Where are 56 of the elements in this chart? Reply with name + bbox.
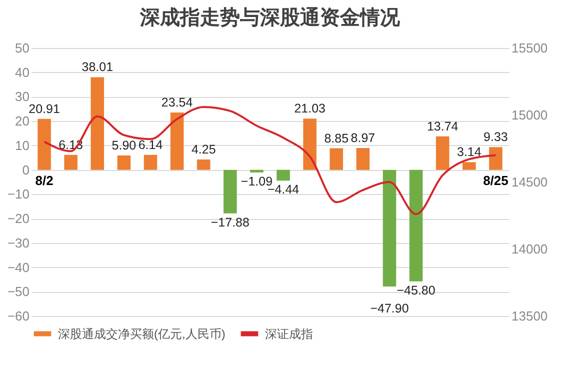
y2-tick-label: 14500 [512,174,548,190]
y2-tick-label: 13500 [512,308,548,324]
data-label: 13.74 [426,119,458,134]
y2-tick-label: 15500 [512,40,548,56]
bar [170,112,184,170]
y-tick-label: −20 [7,211,30,226]
y-tick-label: −60 [7,308,30,324]
y2-tick-label: 15000 [512,108,548,122]
y-tick-label: 30 [15,89,30,104]
data-label: 20.91 [28,102,60,116]
data-label: 23.54 [161,95,193,110]
legend-label: 深股通成交净买额(亿元,人民币) [58,326,226,341]
y-tick-label: −10 [7,186,30,202]
bar [90,77,104,170]
legend-label: 深证成指 [265,326,313,341]
bar [276,170,290,181]
bar [144,154,158,170]
bar [117,155,131,170]
data-label: 38.01 [82,60,114,74]
y-tick-label: −50 [7,284,30,300]
bar [303,118,316,170]
data-label: −47.90 [370,302,409,316]
y-tick-label: 0 [22,162,30,178]
bar [489,147,502,170]
data-label: 4.25 [191,142,216,156]
data-label: 6.14 [138,138,163,152]
y-tick-label: 50 [15,40,30,56]
bar [224,170,237,214]
bar [409,170,423,282]
bar [382,170,396,287]
x-tick-label: 8/2 [35,172,54,188]
data-label: −1.09 [240,174,273,188]
data-label: 9.33 [484,130,508,144]
data-label: 5.90 [112,138,136,152]
bar [64,154,78,170]
y-tick-label: 10 [15,138,30,153]
y2-tick-label: 14000 [512,242,548,256]
chart-title: 深成指走势与深股通资金情况 [139,6,401,29]
y-tick-label: 20 [15,114,30,129]
y-tick-label: −40 [7,260,30,275]
bar [462,162,476,170]
data-label: 21.03 [294,102,326,116]
bar [356,148,370,170]
data-label: −45.80 [396,283,436,298]
bar [250,170,264,172]
data-label: −17.88 [210,215,250,230]
bar [196,159,210,170]
x-tick-label: 8/25 [483,172,508,188]
data-label: 8.97 [350,130,376,145]
bar [436,136,450,170]
data-label: 8.85 [324,131,349,146]
data-label: 3.14 [456,145,482,160]
y-tick-label: −30 [7,235,30,250]
y-tick-label: 40 [15,64,30,80]
bar [38,118,51,170]
bar [330,148,344,170]
